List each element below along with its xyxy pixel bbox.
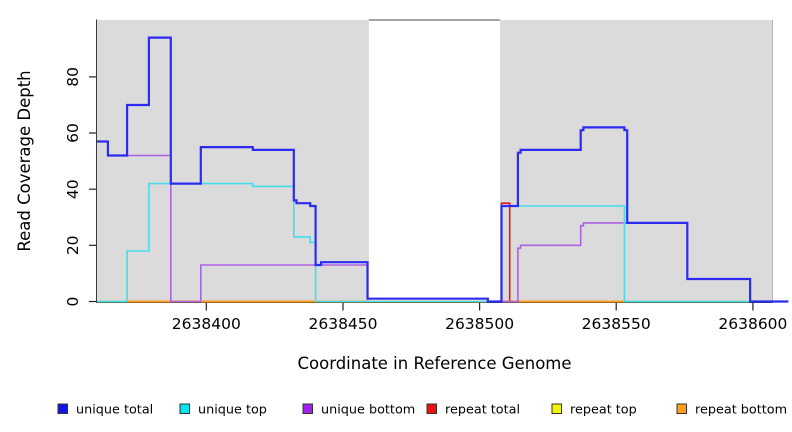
y-axis-title: Read Coverage Depth: [15, 70, 34, 251]
x-tick-label: 2638400: [172, 315, 241, 333]
series-unique-top: [97, 182, 772, 303]
legend-swatch: [551, 403, 562, 414]
chart-legend: unique total unique top unique bottom repea…: [57, 403, 787, 418]
series-unique-total: [97, 36, 789, 303]
legend-label: unique bottom: [321, 403, 415, 418]
repeat-region: [97, 20, 369, 302]
legend-item-repeat-bottom: repeat bottom: [676, 403, 787, 418]
legend-swatch: [302, 403, 313, 414]
legend-swatch: [179, 403, 190, 414]
legend-label: repeat total: [445, 403, 520, 418]
legend-label: unique total: [76, 403, 153, 418]
repeat-region: [500, 20, 772, 302]
x-tick-label: 2638450: [308, 315, 377, 333]
legend-label: repeat top: [570, 403, 637, 418]
legend-label: repeat bottom: [695, 403, 787, 418]
y-tick-label: 60: [64, 123, 82, 143]
legend-swatch: [676, 403, 687, 414]
legend-swatch: [57, 403, 68, 414]
y-tick-label: 40: [64, 179, 82, 199]
y-tick-label: 0: [64, 297, 82, 307]
legend-item-unique-top: unique top: [179, 403, 267, 418]
x-tick-label: 2638500: [445, 315, 514, 333]
x-tick-label: 2638600: [718, 315, 787, 333]
x-axis-title: Coordinate in Reference Genome: [297, 354, 571, 373]
legend-item-repeat-total: repeat total: [426, 403, 520, 418]
legend-swatch: [426, 403, 437, 414]
y-tick-label: 80: [64, 67, 82, 87]
x-tick-label: 2638550: [582, 315, 651, 333]
chart-axes-layer: 2638400 2638450 2638500 2638550 2638600 0 20 40…: [64, 19, 787, 333]
chart-series-layer: [97, 36, 789, 303]
chart-background-layer: [97, 19, 772, 302]
legend-item-unique-bottom: unique bottom: [302, 403, 415, 418]
legend-label: unique top: [198, 403, 267, 418]
y-tick-label: 20: [64, 235, 82, 255]
legend-item-unique-total: unique total: [57, 403, 153, 418]
legend-item-repeat-top: repeat top: [551, 403, 637, 418]
